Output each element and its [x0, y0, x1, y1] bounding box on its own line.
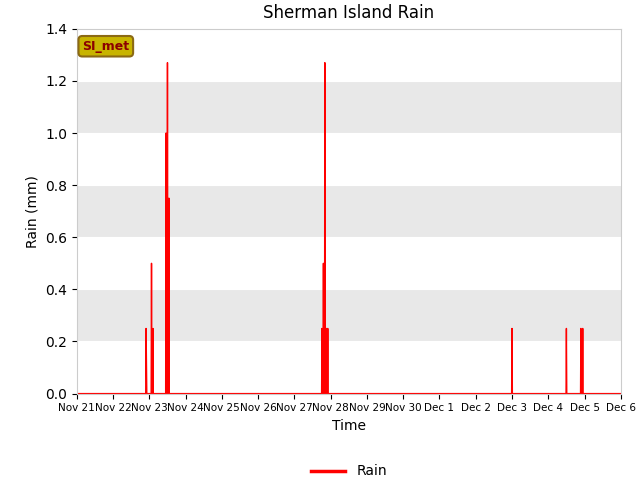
- Bar: [77, 133, 621, 185]
- X-axis label: Time: Time: [332, 419, 366, 433]
- Bar: [77, 81, 621, 133]
- Y-axis label: Rain (mm): Rain (mm): [26, 175, 40, 248]
- Text: SI_met: SI_met: [82, 40, 129, 53]
- Bar: [77, 289, 621, 341]
- Legend: Rain: Rain: [305, 459, 392, 480]
- Bar: [77, 341, 621, 394]
- Title: Sherman Island Rain: Sherman Island Rain: [263, 4, 435, 22]
- Bar: [77, 237, 621, 289]
- Bar: [77, 185, 621, 237]
- Bar: [77, 29, 621, 81]
